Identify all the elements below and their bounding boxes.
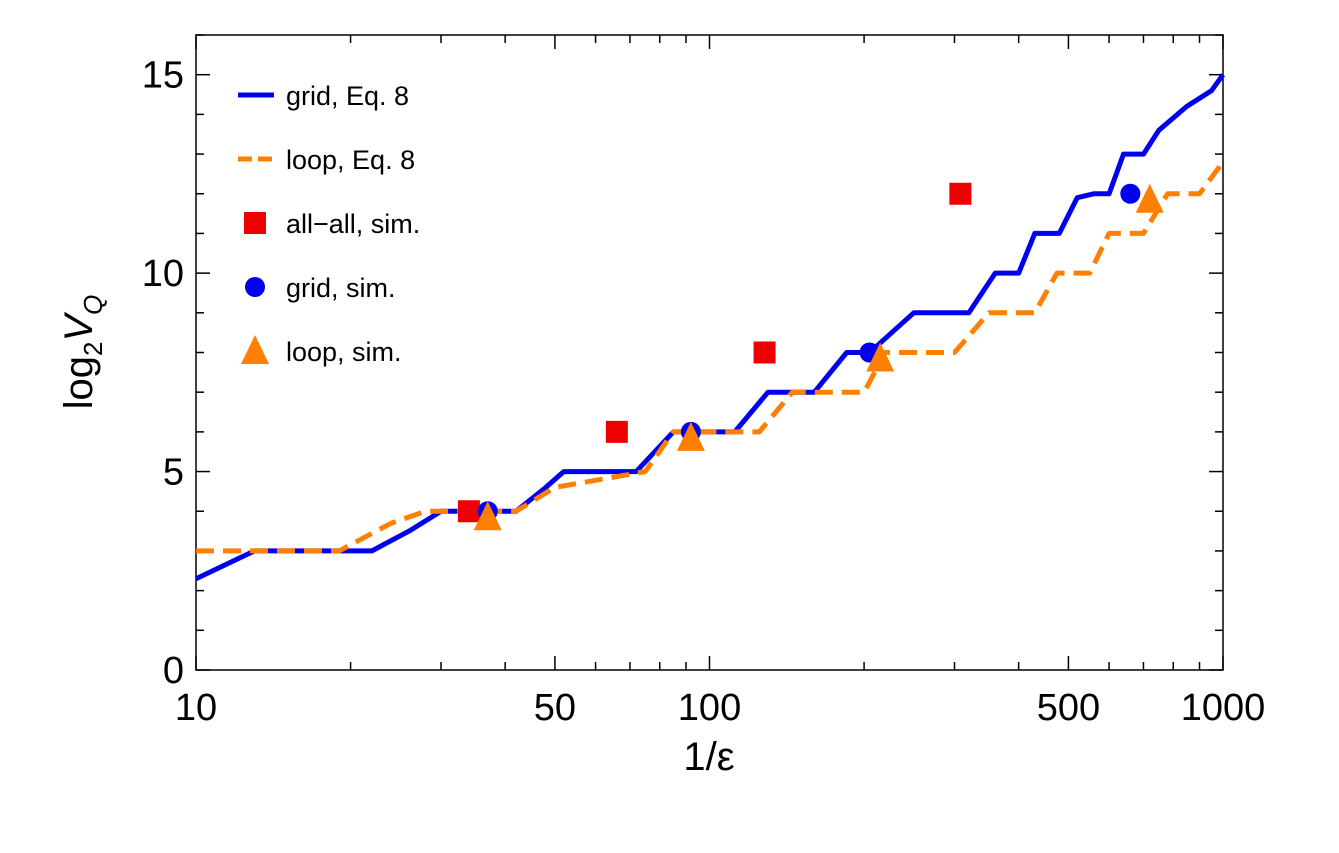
x-axis-label: 1/ε — [683, 735, 734, 779]
legend-swatch — [244, 212, 266, 234]
legend-label: all−all, sim. — [286, 209, 420, 239]
ticks — [195, 34, 1224, 671]
y-axis-label-base-sub: 2 — [78, 342, 108, 356]
data-point-circle — [1120, 183, 1141, 204]
data-point-triangle — [866, 342, 895, 372]
data-point-square — [457, 500, 480, 523]
legend-label: loop, Eq. 8 — [286, 145, 415, 175]
x-tick-label: 1000 — [1181, 687, 1266, 729]
legend-swatch — [241, 335, 269, 364]
y-tick-label: 0 — [163, 650, 184, 692]
data-point-square — [753, 341, 776, 364]
y-tick-label: 15 — [142, 55, 184, 97]
data-point-square — [949, 182, 972, 205]
data-point-square — [605, 420, 628, 443]
legend-swatch — [245, 277, 265, 297]
y-axis-label-var: V — [57, 312, 101, 342]
y-axis-label-var-sub: Q — [78, 295, 108, 315]
data-point-triangle — [1135, 183, 1164, 213]
x-tick-label: 50 — [534, 687, 576, 729]
series-markers — [457, 182, 1164, 531]
legend-label: grid, Eq. 8 — [286, 81, 409, 111]
legend: grid, Eq. 8 loop, Eq. 8 all−all, sim. grid,… — [238, 81, 420, 367]
y-tick-label: 5 — [163, 452, 184, 494]
y-tick-label: 10 — [142, 253, 184, 295]
y-axis-label: log2VQ — [57, 295, 108, 410]
y-axis-label-base: log — [57, 356, 101, 409]
legend-label: grid, sim. — [286, 273, 396, 303]
x-tick-label: 500 — [1037, 687, 1100, 729]
legend-label: loop, sim. — [286, 337, 402, 367]
data-point-triangle — [473, 501, 502, 531]
x-tick-label: 10 — [175, 687, 217, 729]
x-tick-label: 100 — [678, 687, 741, 729]
tick-labels: 10 50 100 500 1000 0 5 10 15 — [142, 55, 1266, 729]
data-point-triangle — [676, 421, 705, 451]
